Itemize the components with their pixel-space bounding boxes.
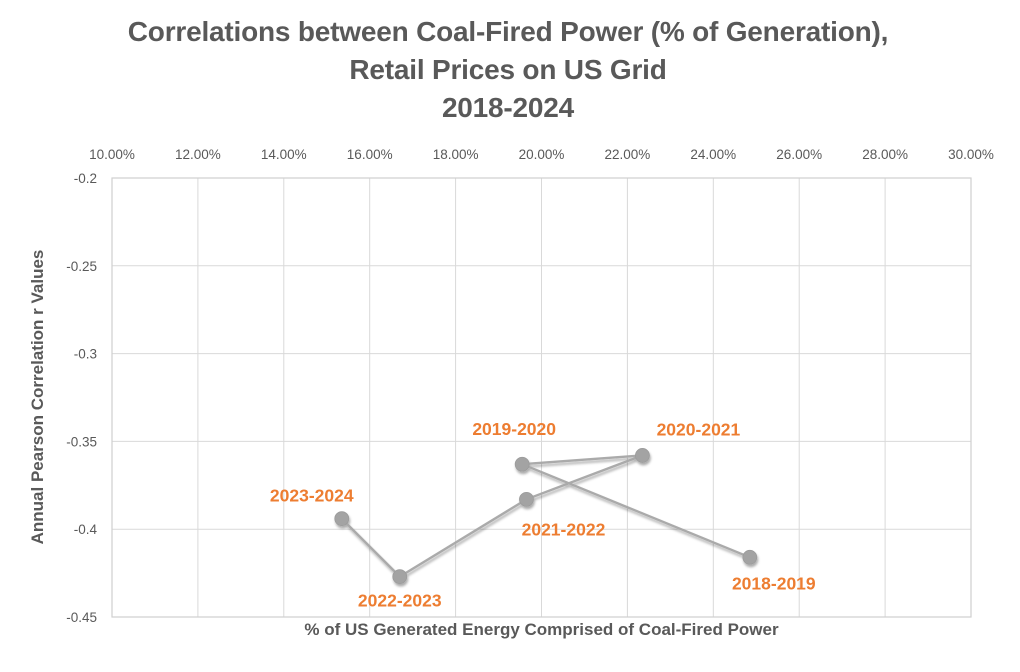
- y-tick-label: -0.4: [74, 522, 98, 537]
- data-point-2022-2023: [392, 569, 408, 585]
- data-point-2021-2022: [519, 491, 534, 507]
- y-tick-label: -0.2: [74, 171, 97, 186]
- x-tick-label: 14.00%: [261, 147, 307, 162]
- data-point-label-2023-2024: 2023-2024: [270, 486, 354, 506]
- chart-title-line-2: Retail Prices on US Grid: [349, 54, 667, 85]
- data-point-label-2021-2022: 2021-2022: [522, 519, 606, 539]
- series-group: [334, 448, 758, 585]
- x-tick-label: 22.00%: [605, 147, 651, 162]
- chart-title-line-3: 2018-2024: [441, 92, 575, 123]
- y-tick-label: -0.35: [66, 434, 97, 449]
- x-tick-label: 24.00%: [690, 147, 736, 162]
- y-tick-label: -0.3: [74, 347, 97, 362]
- data-point-label-2018-2019: 2018-2019: [732, 573, 816, 593]
- data-point-label-2022-2023: 2022-2023: [358, 591, 442, 611]
- data-point-label-2019-2020: 2019-2020: [472, 419, 556, 439]
- x-tick-label: 20.00%: [519, 147, 565, 162]
- x-tick-label: 16.00%: [347, 147, 393, 162]
- x-tick-label: 10.00%: [89, 147, 135, 162]
- x-tick-label: 26.00%: [776, 147, 822, 162]
- series-line: [340, 454, 751, 579]
- x-tick-label: 30.00%: [948, 147, 994, 162]
- data-point-label-2020-2021: 2020-2021: [657, 419, 741, 439]
- data-point-2023-2024: [334, 511, 350, 527]
- chart-title-line-1: Correlations between Coal-Fired Power (%…: [127, 16, 889, 47]
- x-axis-title: % of US Generated Energy Comprised of Co…: [304, 620, 779, 639]
- data-point-2019-2020: [514, 456, 530, 472]
- y-tick-label: -0.25: [66, 259, 97, 274]
- y-axis-title: Annual Pearson Correlation r Values: [28, 249, 47, 545]
- plot-border: [111, 177, 972, 618]
- chart-title: Correlations between Coal-Fired Power (%…: [0, 13, 1016, 127]
- data-point-2020-2021: [635, 448, 650, 463]
- y-tick-label: -0.45: [66, 610, 97, 625]
- data-point-2018-2019: [742, 549, 758, 565]
- x-tick-label: 18.00%: [433, 147, 479, 162]
- x-tick-label: 12.00%: [175, 147, 221, 162]
- x-tick-label: 28.00%: [862, 147, 908, 162]
